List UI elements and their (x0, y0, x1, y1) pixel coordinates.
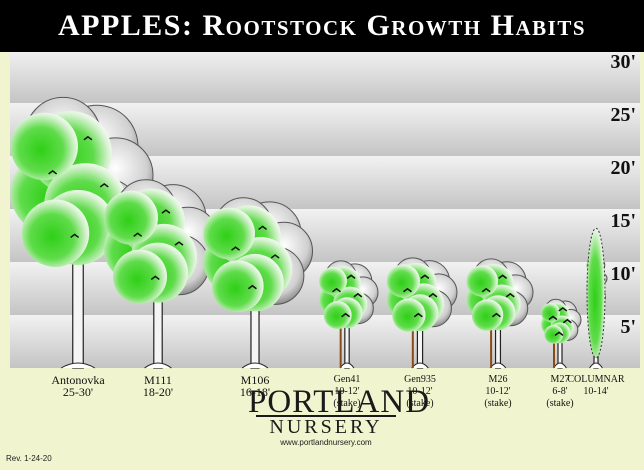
logo-url: www.portlandnursery.com (280, 438, 372, 447)
tree-m106 (203, 197, 313, 369)
rootstock-name: Antonovka (51, 373, 105, 387)
growth-chart (10, 52, 640, 369)
label-gen935: Gen935 10-12' (stake) (383, 374, 457, 410)
tree-m111 (104, 179, 219, 369)
logo-portland: PORTLAND (248, 384, 431, 420)
logo-nursery: NURSERY (269, 416, 383, 438)
label-m111: M111 18-20' (121, 374, 195, 398)
label-m106: M106 16-18' (218, 374, 292, 398)
tree-m26 (466, 258, 534, 369)
rootstock-height: 18-20' (142, 385, 174, 399)
tree-gen935 (386, 257, 458, 369)
scale-tick: 20' (610, 157, 636, 179)
label-antonovka: Antonovka 25-30' (41, 374, 115, 398)
rootstock-height: 10-12' (334, 386, 360, 397)
rootstock-height: 10-12' (407, 386, 433, 397)
rootstock-height: 10-14' (583, 386, 609, 397)
rootstock-name: M106 (240, 373, 270, 387)
rootstock-note: (stake) (406, 398, 434, 409)
rootstock-name: M26 (488, 374, 508, 385)
label-m26: M26 10-12' (stake) (461, 374, 535, 410)
scale-tick: 5' (620, 316, 636, 338)
rootstock-note: (stake) (333, 398, 361, 409)
page-title: APPLES: Rootstock Growth Habits (57, 9, 587, 42)
label-columnar: COLUMNAR 10-14' (559, 374, 633, 398)
tree-gen41 (319, 260, 379, 369)
height-band (10, 52, 640, 103)
scale-tick: 15' (610, 210, 636, 232)
rootstock-name: M27 (550, 374, 570, 385)
scale-tick: 10' (610, 263, 636, 285)
label-gen41: Gen41 10-12' (stake) (310, 374, 384, 410)
title-banner (0, 0, 644, 52)
tree-antonovka (10, 96, 154, 369)
scale-tick: 25' (610, 104, 636, 126)
rootstock-height: 16-18' (239, 385, 271, 399)
rootstock-name: M111 (144, 373, 172, 387)
rootstock-height: 6-8' (552, 386, 568, 397)
tree-illustrations (10, 96, 608, 369)
logo-rule (256, 415, 396, 417)
rootstock-note: (stake) (546, 398, 574, 409)
rootstock-name: COLUMNAR (567, 374, 625, 385)
height-band (10, 315, 640, 368)
rootstock-name: Gen935 (404, 374, 436, 385)
rootstock-height: 25-30' (62, 385, 94, 399)
rootstock-note: (stake) (484, 398, 512, 409)
tree-m27 (541, 298, 582, 369)
label-m27: M27 6-8' (stake) (523, 374, 597, 410)
rootstock-name: Gen41 (333, 374, 361, 385)
scale-tick: 30' (610, 51, 636, 73)
rootstock-height: 10-12' (485, 386, 511, 397)
tree-columnar (586, 227, 608, 369)
revision-note: Rev. 1-24-20 (6, 454, 52, 463)
